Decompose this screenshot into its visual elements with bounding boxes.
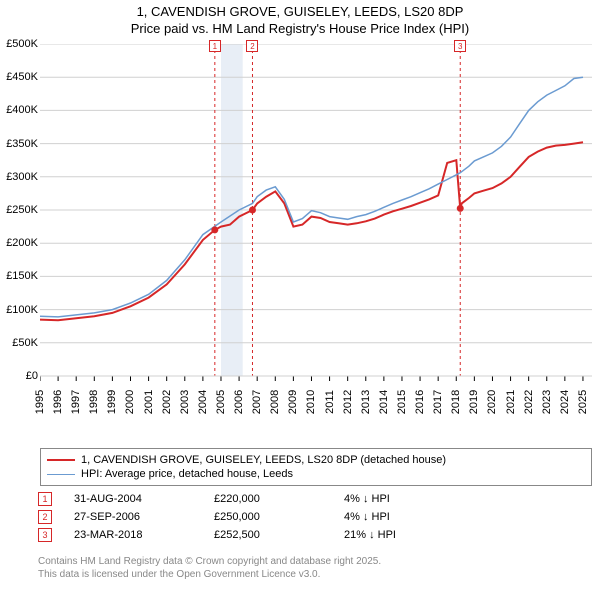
marker-badge-1: 1 <box>38 492 52 506</box>
marker-row-3: 3 23-MAR-2018 £252,500 21% ↓ HPI <box>38 526 590 544</box>
y-tick-label: £0 <box>0 370 38 382</box>
y-tick-label: £500K <box>0 38 38 50</box>
marker-date-3: 23-MAR-2018 <box>74 529 214 541</box>
x-tick-label: 1997 <box>70 387 82 417</box>
x-tick-label: 2013 <box>360 387 372 417</box>
x-tick-label: 2012 <box>342 387 354 417</box>
legend-label-hpi: HPI: Average price, detached house, Leed… <box>81 468 293 480</box>
x-tick-label: 2001 <box>143 387 155 417</box>
x-tick-label: 2017 <box>432 387 444 417</box>
marker-price-3: £252,500 <box>214 529 344 541</box>
x-tick-label: 2006 <box>233 387 245 417</box>
chart-svg <box>40 44 592 414</box>
legend-label-price-paid: 1, CAVENDISH GROVE, GUISELEY, LEEDS, LS2… <box>81 454 446 466</box>
marker-delta-2: 4% ↓ HPI <box>344 511 454 523</box>
x-tick-label: 1996 <box>52 387 64 417</box>
y-tick-label: £50K <box>0 337 38 349</box>
x-tick-label: 2024 <box>559 387 571 417</box>
x-tick-label: 2008 <box>269 387 281 417</box>
title-line2: Price paid vs. HM Land Registry's House … <box>131 21 469 36</box>
legend-box: 1, CAVENDISH GROVE, GUISELEY, LEEDS, LS2… <box>40 448 592 486</box>
attribution: Contains HM Land Registry data © Crown c… <box>38 556 381 581</box>
marker-row-1: 1 31-AUG-2004 £220,000 4% ↓ HPI <box>38 490 590 508</box>
x-tick-label: 2020 <box>486 387 498 417</box>
x-tick-label: 2018 <box>450 387 462 417</box>
marker-badge-3: 3 <box>38 528 52 542</box>
x-tick-label: 2025 <box>577 387 589 417</box>
x-tick-label: 2014 <box>378 387 390 417</box>
y-tick-label: £200K <box>0 237 38 249</box>
x-tick-label: 2004 <box>197 387 209 417</box>
marker-date-2: 27-SEP-2006 <box>74 511 214 523</box>
x-tick-label: 2015 <box>396 387 408 417</box>
x-tick-label: 2023 <box>541 387 553 417</box>
x-tick-label: 1995 <box>34 387 46 417</box>
y-tick-label: £250K <box>0 204 38 216</box>
marker-delta-1: 4% ↓ HPI <box>344 493 454 505</box>
marker-badge-2: 2 <box>38 510 52 524</box>
x-tick-label: 2000 <box>124 387 136 417</box>
y-tick-label: £450K <box>0 71 38 83</box>
attribution-line1: Contains HM Land Registry data © Crown c… <box>38 556 381 567</box>
x-tick-label: 2016 <box>414 387 426 417</box>
y-tick-label: £350K <box>0 138 38 150</box>
x-tick-label: 2021 <box>505 387 517 417</box>
legend-swatch-price-paid <box>47 459 75 461</box>
marker-row-2: 2 27-SEP-2006 £250,000 4% ↓ HPI <box>38 508 590 526</box>
legend-row-hpi: HPI: Average price, detached house, Leed… <box>47 467 585 481</box>
chart-marker-badge: 2 <box>246 40 258 52</box>
x-tick-label: 2005 <box>215 387 227 417</box>
chart-marker-badge: 3 <box>454 40 466 52</box>
chart-title: 1, CAVENDISH GROVE, GUISELEY, LEEDS, LS2… <box>0 0 600 38</box>
y-tick-label: £400K <box>0 104 38 116</box>
x-tick-label: 2007 <box>251 387 263 417</box>
markers-table: 1 31-AUG-2004 £220,000 4% ↓ HPI 2 27-SEP… <box>38 490 590 544</box>
y-tick-label: £300K <box>0 171 38 183</box>
chart-marker-badge: 1 <box>209 40 221 52</box>
y-tick-label: £100K <box>0 304 38 316</box>
x-tick-label: 2011 <box>324 387 336 417</box>
x-tick-label: 2022 <box>523 387 535 417</box>
x-tick-label: 2002 <box>161 387 173 417</box>
attribution-line2: This data is licensed under the Open Gov… <box>38 569 320 580</box>
x-tick-label: 2010 <box>305 387 317 417</box>
y-tick-label: £150K <box>0 270 38 282</box>
x-tick-label: 1999 <box>106 387 118 417</box>
x-tick-label: 2009 <box>287 387 299 417</box>
title-line1: 1, CAVENDISH GROVE, GUISELEY, LEEDS, LS2… <box>137 4 464 19</box>
chart-area: £0£50K£100K£150K£200K£250K£300K£350K£400… <box>40 44 592 414</box>
legend-row-price-paid: 1, CAVENDISH GROVE, GUISELEY, LEEDS, LS2… <box>47 453 585 467</box>
marker-price-2: £250,000 <box>214 511 344 523</box>
x-tick-label: 2003 <box>179 387 191 417</box>
marker-price-1: £220,000 <box>214 493 344 505</box>
marker-date-1: 31-AUG-2004 <box>74 493 214 505</box>
x-tick-label: 2019 <box>468 387 480 417</box>
x-tick-label: 1998 <box>88 387 100 417</box>
marker-delta-3: 21% ↓ HPI <box>344 529 454 541</box>
legend-swatch-hpi <box>47 474 75 475</box>
